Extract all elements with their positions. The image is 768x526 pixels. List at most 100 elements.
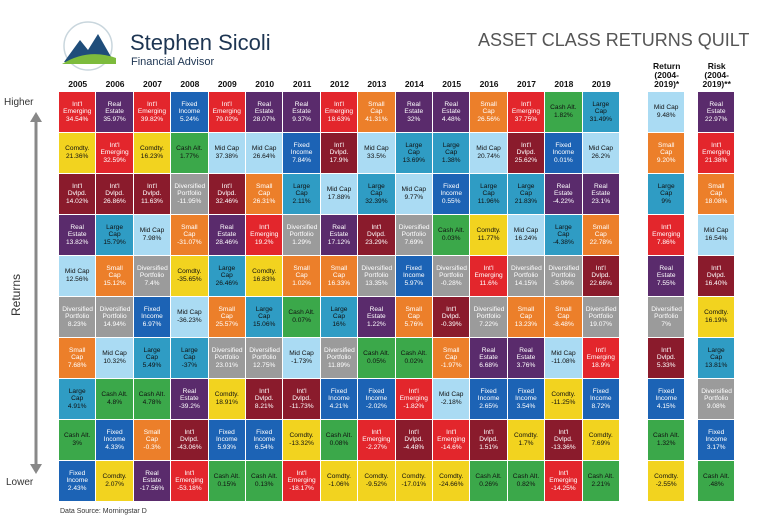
return-value: 12.56% [66,276,89,283]
asset-class: Int'l Dvlpd. [706,264,726,280]
quilt-cell: Cash Alt. 0.13% [246,461,283,501]
asset-class: Real Estate [441,100,461,116]
return-value: 2.43% [67,484,87,492]
asset-class: Small Cap [707,182,725,198]
quilt-cell: Diversified Portfolio 11.89% [320,338,358,378]
quilt-cell: Comdty. -11.25% [545,379,582,419]
return-value: 25.62% [514,156,538,164]
quilt-cell: Large Cap 26.46% [208,256,245,296]
quilt-cell: Diversified Portfolio 13.35% [358,256,395,296]
asset-class: Real Estate [479,346,498,362]
quilt-cell: Int'l Dvlpd. -0.39% [433,297,470,337]
asset-class: Small Cap [555,305,572,321]
return-value: 10.32% [103,358,126,365]
return-value: 15.06% [253,320,276,328]
quilt-cell: Small Cap 13.23% [507,297,545,337]
quilt-cell: Small Cap -0.3% [133,420,171,460]
asset-class: Small Cap [106,264,123,280]
return-value: 3.17% [706,443,726,451]
quilt-cell: Int'l Dvlpd. 1.51% [470,420,507,460]
quilt-cell: Mid Cap 26.64% [246,133,283,173]
quilt-cell: Comdty. 2.07% [96,461,133,501]
asset-class: Cash Alt. [652,432,680,440]
return-value: 4.8% [107,399,123,406]
return-value: -2.18% [440,399,462,406]
column-header: 2011 [292,79,312,89]
logo [62,21,116,71]
return-value: 26.31% [253,197,276,205]
asset-class: Small Cap [255,182,273,198]
return-value: -11.25% [551,399,576,406]
return-value: 5.93% [217,443,237,451]
return-value: -14.25% [551,484,576,492]
quilt-cell: Fixed Income -2.02% [358,379,395,419]
quilt-cell: Mid Cap 10.32% [96,338,133,378]
return-value: 23.29% [365,238,388,246]
quilt-cell: Cash Alt. 4.78% [133,379,171,419]
quilt-cell: Diversified Portfolio -11.95% [171,174,208,214]
asset-class: Fixed Income [141,305,163,321]
asset-class: Diversified Portfolio [174,182,206,198]
axis-arrow [30,112,42,474]
asset-class: Cash Alt. [63,432,91,440]
quilt-cell: Cash Alt. 0.15% [208,461,245,501]
return-value: 22.66% [589,279,612,287]
return-value: 3.54% [516,402,536,410]
quilt-cell: Real Estate 28.46% [208,215,245,255]
asset-class: Diversified Portfolio [249,346,280,362]
return-value: -5.06% [552,279,574,287]
quilt-cell: Cash Alt. 0.02% [395,338,432,378]
quilt-cell: Mid Cap -36.23% [171,297,208,337]
return-value: 19.2% [254,238,274,246]
asset-class: Comdty. [439,473,464,481]
return-value: 21.36% [66,153,89,160]
quilt-cell: Comdty. 7.69% [582,420,619,460]
quilt-cell: Real Estate 7.55% [648,256,685,296]
asset-class: Small Cap [68,346,86,362]
asset-class: Diversified Portfolio [323,346,355,362]
asset-class: Real Estate [554,182,573,198]
asset-class: Cash Alt. [138,391,166,399]
quilt-cell: Real Estate 32% [395,92,432,132]
return-value: 1.22% [367,320,386,328]
asset-class: Int'l Dvlpd. [479,428,498,444]
column-header: 2006 [105,79,125,89]
arrow-head-down [30,464,42,474]
return-value: 9.08% [706,402,726,410]
return-value: -36.23% [177,317,202,324]
return-value: 19.07% [589,320,612,328]
asset-class: Mid Cap [364,145,389,153]
quilt-cell: Int'l Dvlpd. 22.66% [582,256,619,296]
quilt-cell: Int'l Dvlpd. 14.02% [59,174,96,214]
asset-class: Fixed Income [402,264,425,280]
return-value: -4.48% [403,443,425,451]
return-value: -35.65% [177,276,202,283]
quilt-cell: Fixed Income 6.97% [133,297,171,337]
return-value: 35.97% [103,115,126,123]
quilt-cell: Small Cap 7.68% [59,338,96,378]
quilt-cell: Large Cap 15.06% [246,297,283,337]
quilt-cell: Real Estate 28.07% [246,92,283,132]
quilt-cell: Fixed Income 5.93% [208,420,245,460]
quilt-cell: Large Cap 13.81% [698,338,735,378]
return-value: 0.13% [254,481,274,488]
return-value: -39.2% [178,402,200,410]
quilt-cell: Fixed Income 2.43% [59,461,96,501]
quilt-cell: Mid Cap -2.18% [433,379,470,419]
quilt-cell: Mid Cap -1.73% [283,338,320,378]
asset-class: Large Cap [554,223,572,239]
return-value: 7.22% [479,320,498,328]
column-header: 2013 [367,79,387,89]
asset-class: Comdty. [102,473,127,481]
quilt-cell: Diversified Portfolio -0.28% [433,256,470,296]
quilt-cell: Int'l Dvlpd. 26.86% [96,174,133,214]
asset-class: Int'l Emerging [212,100,241,116]
asset-class: Small Cap [517,305,535,321]
asset-class: Large Cap [517,182,535,198]
quilt-cell: Mid Cap -11.08% [545,338,582,378]
asset-class: Mid Cap [251,145,277,153]
quilt-cell: Diversified Portfolio 7.69% [395,215,432,255]
asset-class: Diversified Portfolio [99,305,131,321]
column-header: Return (2004-2019)* [653,61,681,89]
